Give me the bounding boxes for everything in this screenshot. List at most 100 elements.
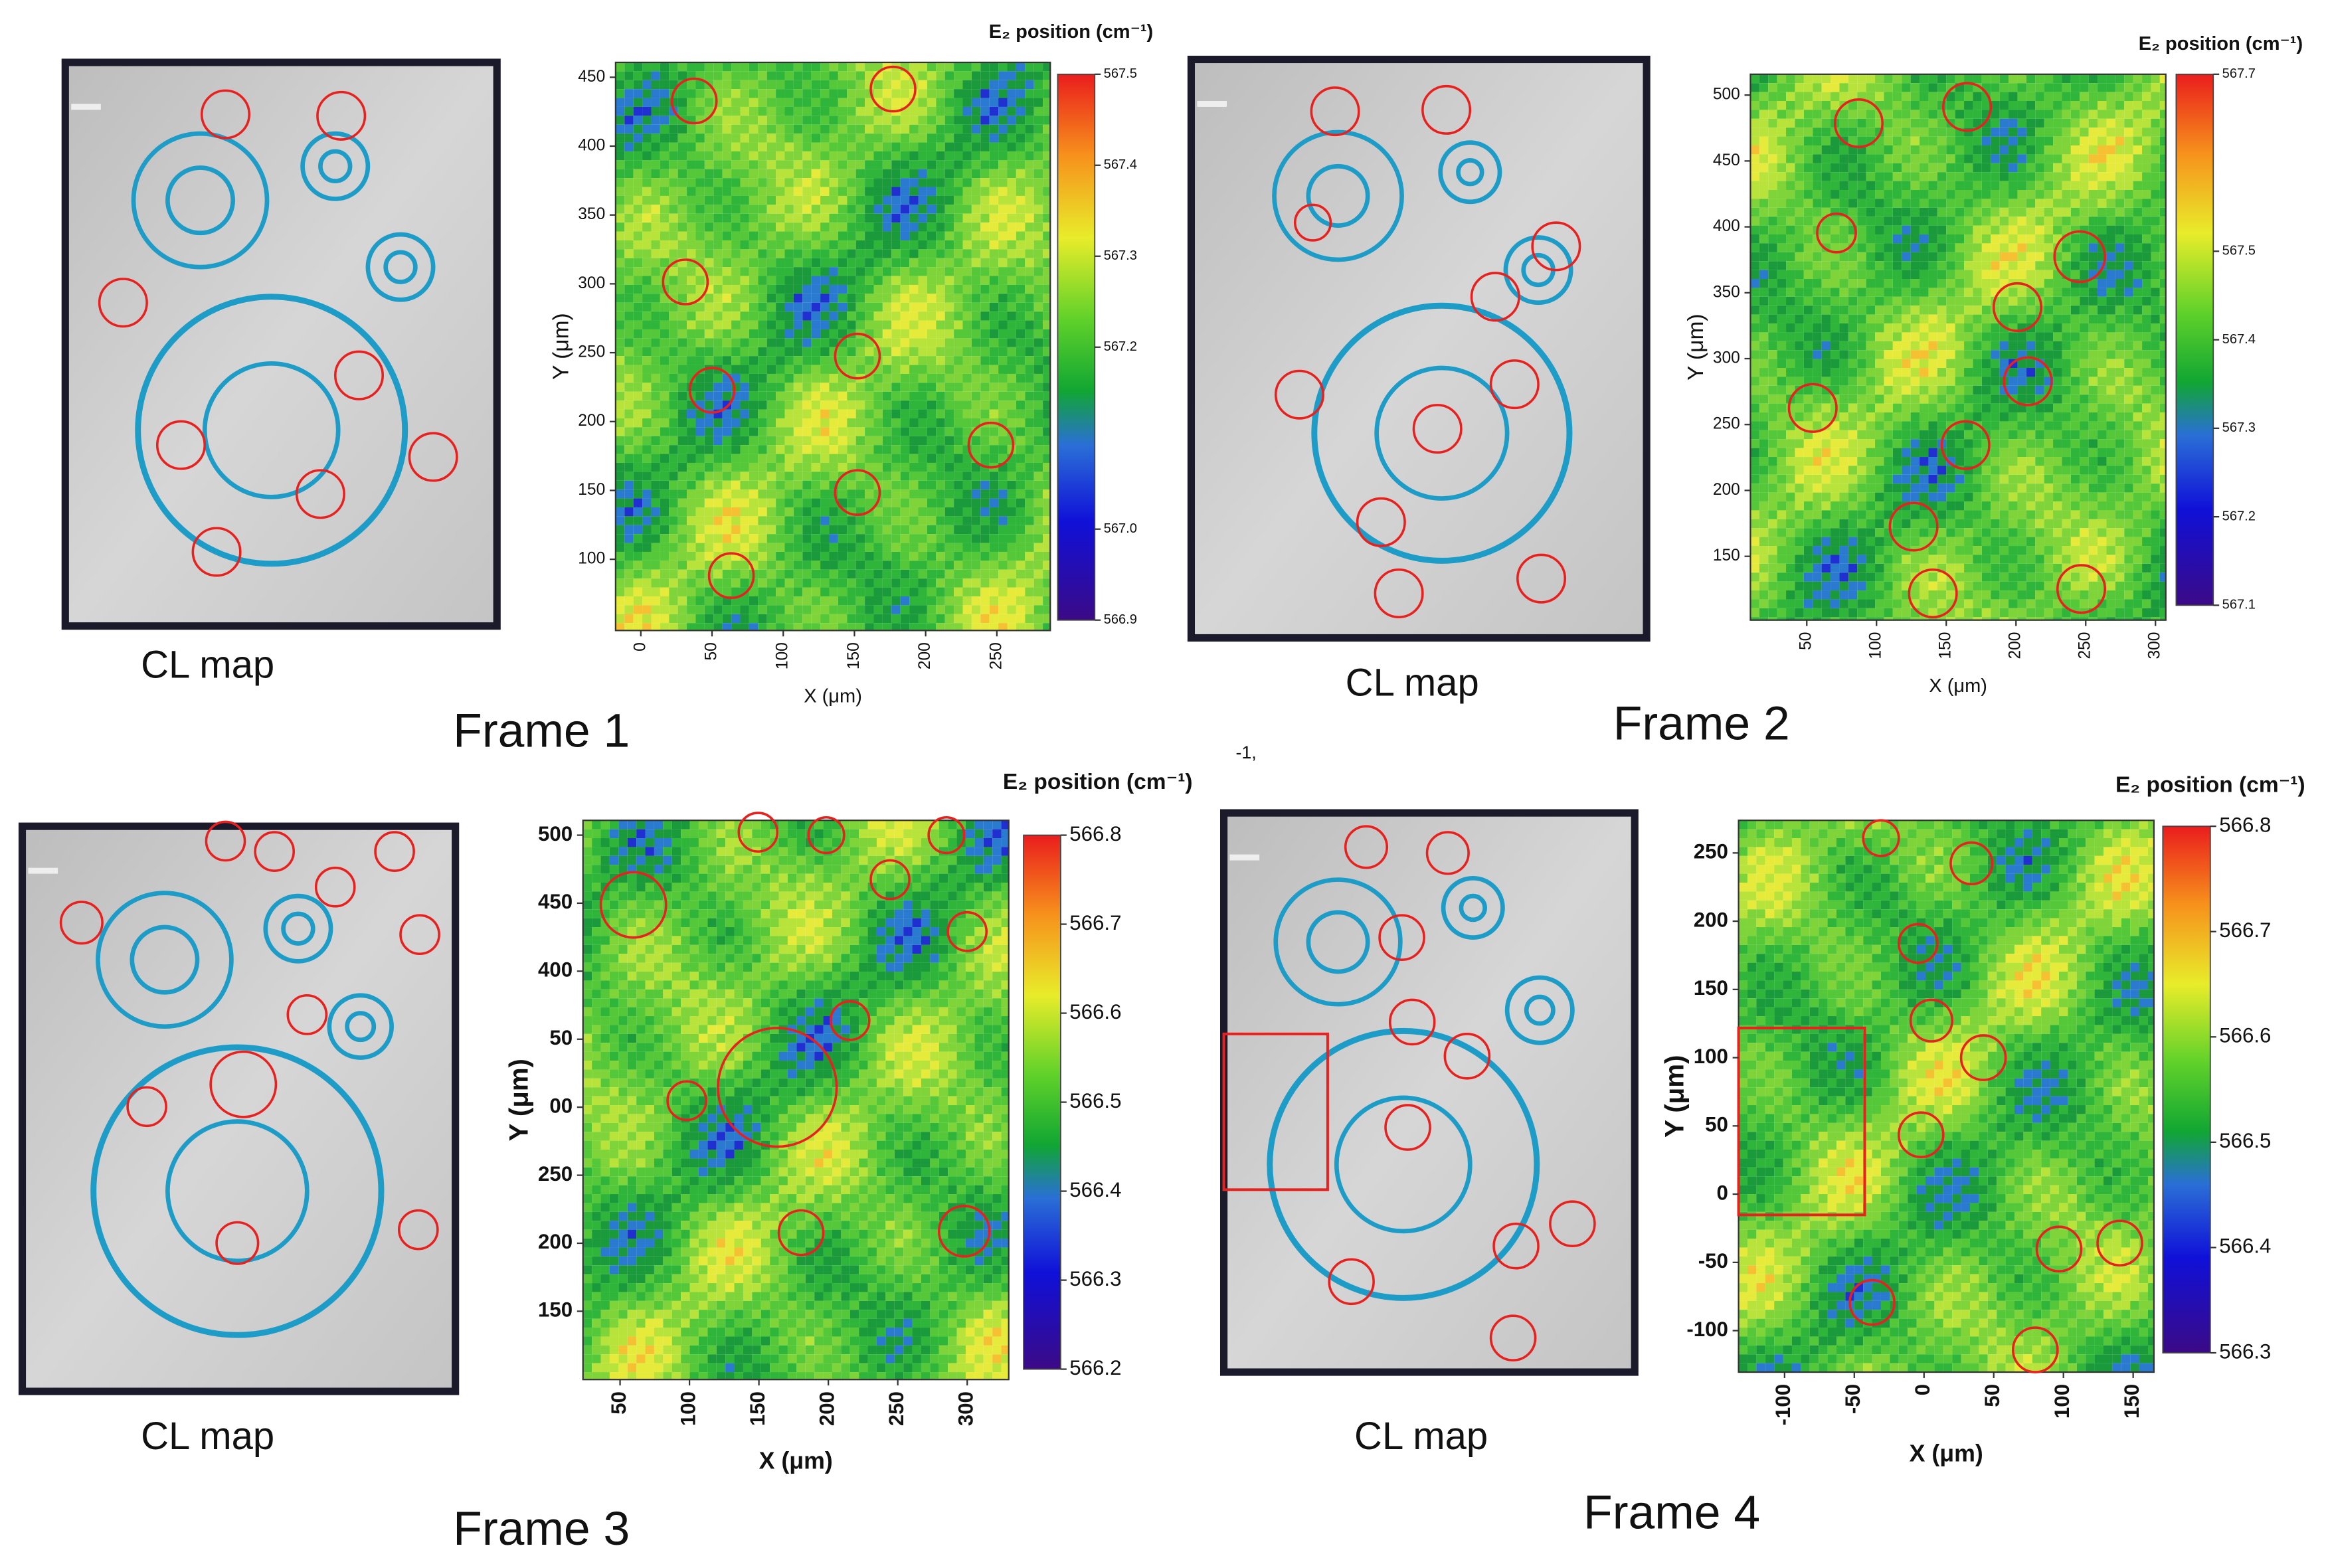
heatmap-cell — [1795, 199, 1804, 208]
heatmap-cell — [1839, 421, 1848, 430]
heatmap-cell — [1750, 474, 1759, 484]
heatmap-cell — [1016, 267, 1026, 276]
heatmap-cell — [838, 98, 848, 107]
heatmap-cell — [713, 391, 723, 401]
heatmap-cell — [998, 80, 1008, 90]
heatmap-cell — [980, 213, 990, 223]
heatmap-cell — [855, 347, 865, 357]
heatmap-cell — [1928, 234, 1937, 244]
heatmap-cell — [1750, 341, 1759, 351]
red-circle — [155, 420, 206, 470]
heatmap-cell — [1777, 555, 1787, 564]
heatmap-cell — [962, 409, 972, 418]
heatmap-cell — [1946, 510, 1955, 519]
heatmap-cell — [1016, 205, 1026, 214]
heatmap-cell — [1964, 608, 1973, 618]
heatmap-cell — [829, 258, 838, 268]
heatmap-cell — [615, 400, 625, 410]
heatmap-cell — [1786, 74, 1795, 84]
heatmap-cell — [1910, 439, 1920, 448]
heatmap-cell — [1857, 207, 1866, 217]
heatmap-cell — [1946, 412, 1955, 422]
heatmap-cell — [1813, 581, 1822, 591]
heatmap-cell — [1884, 217, 1893, 226]
heatmap-cell — [776, 489, 785, 499]
heatmap-cell — [1991, 537, 2000, 547]
heatmap-cell — [998, 365, 1008, 374]
heatmap-cell — [1928, 288, 1937, 297]
heatmap-cell — [1928, 350, 1937, 359]
heatmap-cell — [1928, 430, 1937, 440]
heatmap-cell — [971, 213, 981, 223]
heatmap-cell — [749, 427, 759, 436]
heatmap-cell — [766, 124, 776, 134]
heatmap-cell — [1007, 569, 1016, 579]
heatmap-cell — [811, 418, 821, 428]
heatmap-cell — [677, 543, 687, 552]
heatmap-cell — [1910, 448, 1920, 458]
heatmap-cell — [1768, 501, 1777, 511]
heatmap-cell — [1928, 74, 1937, 84]
heatmap-cell — [1928, 492, 1937, 502]
heatmap-cell — [918, 195, 927, 205]
heatmap-cell — [989, 178, 999, 187]
heatmap-cell — [1768, 555, 1777, 564]
heatmap-cell — [1768, 421, 1777, 430]
heatmap-cell — [713, 605, 723, 614]
heatmap-cell — [660, 338, 670, 347]
heatmap-cell — [918, 578, 927, 588]
heatmap-cell — [1813, 439, 1822, 448]
heatmap-cell — [669, 543, 678, 552]
heatmap-cell — [962, 596, 972, 606]
heatmap-cell — [971, 160, 981, 169]
heatmap-cell — [722, 231, 732, 240]
heatmap-cell — [980, 116, 990, 125]
heatmap-cell — [918, 445, 927, 454]
heatmap-cell — [1875, 288, 1884, 297]
heatmap-cell — [1821, 492, 1831, 502]
heatmap-cell — [1759, 172, 1769, 181]
heatmap-cell — [749, 294, 759, 303]
heatmap-cell — [989, 472, 999, 481]
heatmap-cell — [615, 489, 625, 499]
heatmap-cell — [793, 605, 803, 614]
heatmap-cell — [944, 284, 954, 294]
heatmap-cell — [1007, 472, 1016, 481]
heatmap-cell — [784, 561, 794, 570]
heatmap-cell — [1750, 332, 1759, 341]
heatmap-cell — [909, 445, 919, 454]
heatmap-cell — [660, 160, 670, 169]
heatmap-cell — [1884, 243, 1893, 252]
heatmap-cell — [980, 596, 990, 606]
heatmap-cell — [1884, 110, 1893, 119]
heatmap-cell — [873, 391, 883, 401]
heatmap-cell — [847, 356, 856, 365]
heatmap-cell — [1955, 217, 1965, 226]
heatmap-cell — [1848, 314, 1858, 324]
heatmap-cell — [989, 373, 999, 383]
heatmap-cell — [1875, 501, 1884, 511]
heatmap-cell — [1902, 581, 1911, 591]
heatmap-cell — [704, 142, 714, 151]
heatmap-cell — [1884, 101, 1893, 110]
heatmap-cell — [855, 605, 865, 614]
heatmap-cell — [927, 587, 937, 596]
heatmap-cell — [642, 187, 652, 196]
heatmap-cell — [1007, 195, 1016, 205]
heatmap-cell — [1043, 294, 1051, 303]
heatmap-cell — [784, 551, 794, 561]
heatmap-cell — [660, 445, 670, 454]
heatmap-cell — [900, 561, 910, 570]
heatmap-cell — [740, 267, 749, 276]
heatmap-cell — [1759, 305, 1769, 315]
heatmap-cell — [624, 187, 634, 196]
blue-ring — [1503, 235, 1573, 305]
heatmap-cell — [776, 133, 785, 143]
heatmap-cell — [642, 356, 652, 365]
heatmap-cell — [1981, 145, 1991, 155]
heatmap-cell — [847, 294, 856, 303]
heatmap-cell — [971, 178, 981, 187]
heatmap-cell — [802, 418, 812, 428]
heatmap-cell — [1043, 356, 1051, 365]
heatmap-cell — [793, 596, 803, 606]
